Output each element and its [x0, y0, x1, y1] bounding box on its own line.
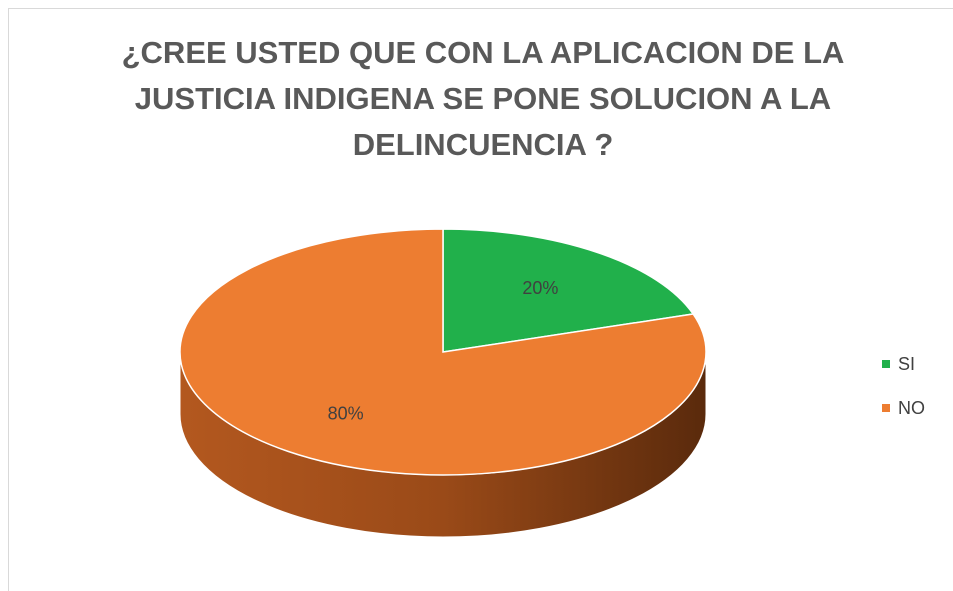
chart-title: ¿CREE USTED QUE CON LA APLICACION DE LA …: [121, 35, 845, 162]
data-label: 80%: [328, 403, 364, 423]
slice: [442, 228, 695, 353]
slice: [179, 228, 707, 476]
legend-label: SI: [898, 354, 915, 374]
legend-label: NO: [898, 398, 925, 418]
data-label: 20%: [522, 278, 558, 298]
legend-swatch: [882, 404, 890, 412]
legend-swatch: [882, 360, 890, 368]
